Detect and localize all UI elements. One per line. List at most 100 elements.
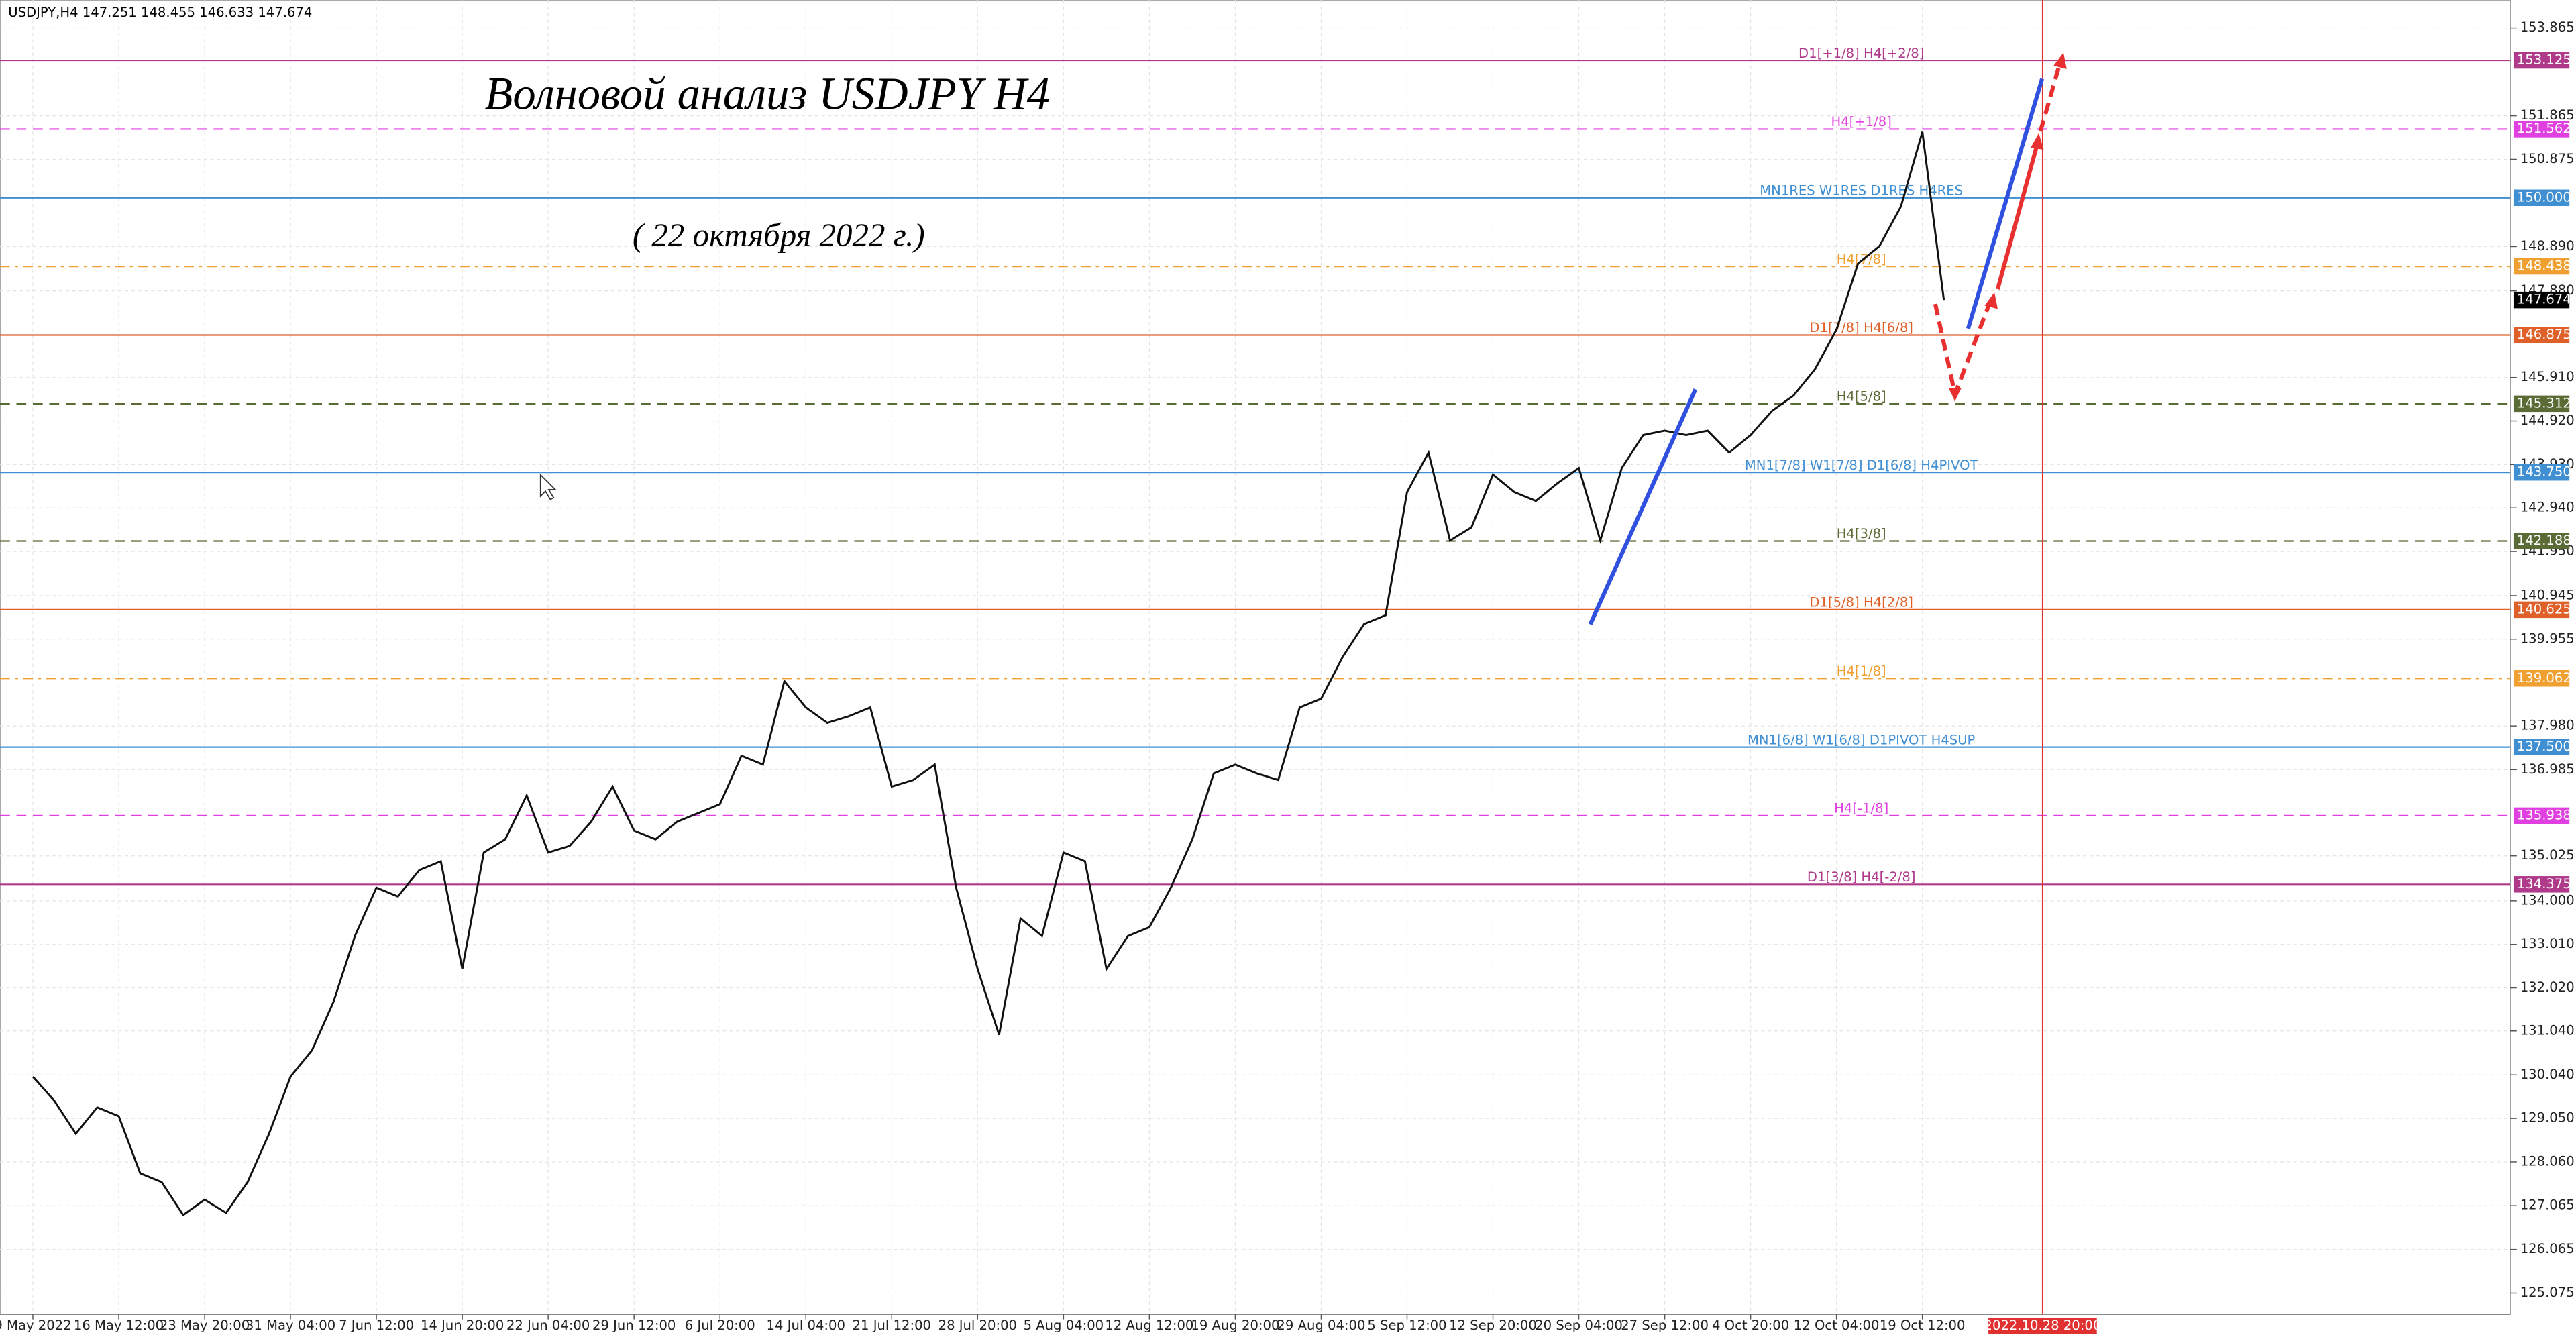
level-label: D1[3/8] H4[-2/8] [1807,869,1916,885]
level-price: 145.312 [2517,395,2571,411]
x-tick-label: 7 Jun 12:00 [339,1318,414,1333]
level-label: D1[5/8] H4[2/8] [1809,595,1913,610]
y-tick-label: 137.980 [2520,718,2575,733]
level-price-box [2513,601,2570,619]
header: USDJPY,H4 147.251 148.455 146.633 147.67… [8,5,312,20]
x-tick-label: 29 Jun 12:00 [592,1318,676,1333]
level-price-box [2513,327,2570,343]
x-tick-label: 14 Jul 04:00 [767,1318,845,1333]
x-tick-label: 12 Oct 04:00 [1794,1318,1880,1333]
level-price: 151.562 [2517,121,2571,136]
x-tick-label: 19 Aug 20:00 [1191,1318,1279,1333]
plot-area [0,0,2511,1315]
level-price: 150.000 [2517,189,2571,205]
x-tick-label: 12 Aug 12:00 [1105,1318,1193,1333]
level-label: D1[+1/8] H4[+2/8] [1799,46,1924,61]
level-price: 142.188 [2517,533,2571,548]
wave-projection [2038,62,2062,132]
price-line [32,131,1945,1217]
y-tick-label: 151.865 [2520,107,2575,123]
y-tick-label: 130.040 [2520,1067,2575,1082]
level-price: 143.750 [2517,464,2571,480]
x-tick-label: 9 May 2022 [0,1318,72,1333]
x-tick-label: 21 Jul 12:00 [853,1318,931,1333]
y-tick-label: 150.875 [2520,151,2575,166]
level-price: 148.438 [2517,258,2571,274]
level-price-box [2513,670,2570,687]
x-tick-label: 5 Sep 12:00 [1367,1318,1446,1333]
wave-drawings [1588,52,2067,625]
date-marker-box [1988,1318,2097,1334]
y-tick-label: 134.000 [2520,892,2575,908]
x-tick-label: 14 Jun 20:00 [421,1318,504,1333]
x-tick-label: 4 Oct 20:00 [1712,1318,1789,1333]
level-price: 140.625 [2517,601,2571,617]
level-price: 134.375 [2517,876,2571,892]
y-tick-label: 145.910 [2520,369,2575,384]
level-label: H4[7/8] [1837,252,1886,267]
x-tick-label: 23 May 20:00 [160,1318,250,1333]
level-price: 135.938 [2517,807,2571,822]
y-tick-label: 153.865 [2520,19,2575,35]
level-label: MN1[6/8] W1[6/8] D1PIVOT H4SUP [1748,732,1976,747]
x-tick-label: 19 Oct 12:00 [1880,1318,1966,1333]
last-price-box [2513,291,2570,309]
y-tick-label: 139.955 [2520,631,2575,646]
y-tick-label: 128.060 [2520,1153,2575,1169]
level-price-box [2513,464,2570,481]
level-label: MN1[7/8] W1[7/8] D1[6/8] H4PIVOT [1745,458,1979,473]
cursor [539,473,557,500]
level-price-box [2513,739,2570,755]
x-tick-label: 28 Jul 20:00 [938,1318,1017,1333]
level-label: H4[1/8] [1837,663,1886,679]
trend-line [1966,78,2045,329]
wave-projection [1996,144,2039,290]
y-tick-label: 136.985 [2520,761,2575,777]
x-tick-label: 6 Jul 20:00 [685,1318,755,1333]
level-price-box [2513,807,2570,824]
y-tick-label: 148.890 [2520,238,2575,254]
y-tick-label: 131.040 [2520,1022,2575,1038]
x-tick-label: 16 May 12:00 [74,1318,164,1333]
y-tick-label: 140.945 [2520,587,2575,602]
level-label: D1[7/8] H4[6/8] [1809,320,1913,335]
level-label: H4[+1/8] [1831,114,1892,129]
y-tick-label: 125.075 [2520,1285,2575,1300]
x-tick-label: 20 Sep 04:00 [1535,1318,1623,1333]
arrow-heads [1948,52,2067,401]
y-tick-label: 135.025 [2520,847,2575,863]
level-price: 137.500 [2517,739,2571,754]
marks [32,131,1945,1217]
level-price-box [2513,52,2570,69]
last-price: 147.674 [2517,292,2571,307]
level-price-box [2513,121,2570,138]
y-tick-label: 132.020 [2520,979,2575,995]
y-tick-label: 127.065 [2520,1197,2575,1213]
level-price: 153.125 [2517,52,2571,68]
y-tick-label: 133.010 [2520,936,2575,951]
level-price-box [2513,533,2570,549]
x-tick-label: 5 Aug 04:00 [1024,1318,1104,1333]
level-price: 146.875 [2517,327,2571,342]
level-price-box [2513,258,2570,275]
x-tick-label: 27 Sep 12:00 [1621,1318,1709,1333]
x-tick-label: 29 Aug 04:00 [1277,1318,1365,1333]
y-tick-label: 129.050 [2520,1110,2575,1126]
date-marker-label: 2022.10.28 20:00 [1984,1318,2102,1333]
chart-title: Волновой анализ USDJPY H4 [484,68,1050,119]
level-price-box [2513,876,2570,893]
y-tick-label: 126.065 [2520,1241,2575,1256]
level-label: H4[-1/8] [1834,801,1888,816]
chart-subtitle: ( 22 октября 2022 г.) [633,216,925,253]
y-tick-label: 142.940 [2520,500,2575,515]
y-tick-label: 144.920 [2520,413,2575,428]
level-label: H4[3/8] [1837,526,1886,541]
level-price-box [2513,189,2570,207]
level-price-box [2513,395,2570,413]
level-label: MN1RES W1RES D1RES H4RES [1760,182,1963,198]
level-price: 139.062 [2517,670,2571,686]
